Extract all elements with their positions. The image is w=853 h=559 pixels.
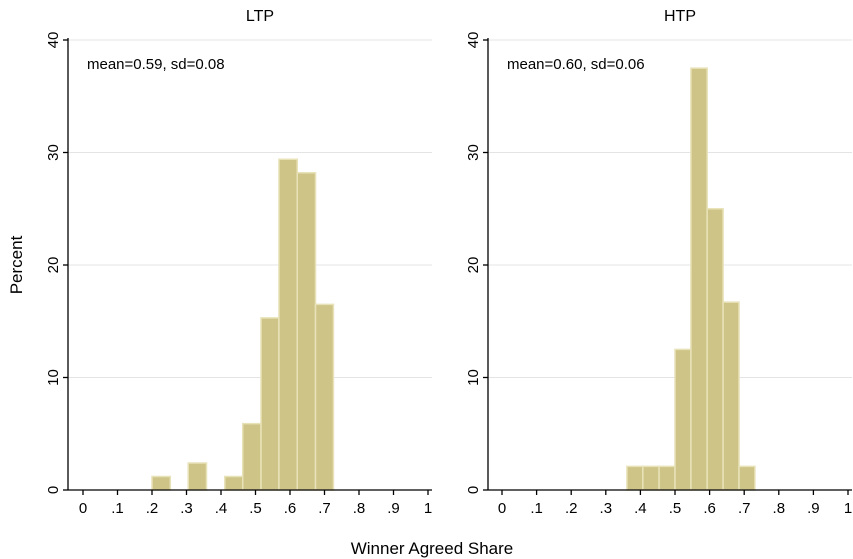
x-tick-label: .5: [249, 500, 262, 517]
y-tick-label: 0: [45, 486, 62, 494]
histogram-bar: [296, 172, 317, 491]
stats-annotation: mean=0.60, sd=0.06: [507, 56, 645, 73]
histogram-bar: [626, 465, 644, 491]
x-tick-label: .3: [600, 500, 613, 517]
x-tick-label: 0: [498, 500, 506, 517]
y-tick-label: 20: [45, 257, 62, 274]
x-tick-label: .4: [634, 500, 647, 517]
x-tick-label: .1: [530, 500, 543, 517]
x-tick-label: .6: [703, 500, 716, 517]
x-axis-title: Winner Agreed Share: [351, 539, 514, 558]
panel-ltp: 0 10 20 30 40 0 .1 .2 .3 .4 .5 .6 .7 .8 .9 1 LTP mean=0.5…: [45, 8, 432, 517]
x-tick-label: .3: [180, 500, 193, 517]
panel-title: LTP: [246, 8, 274, 25]
x-tick-label: .1: [111, 500, 124, 517]
x-tick-label: .6: [284, 500, 297, 517]
histogram-bar: [674, 348, 692, 491]
y-tick-label: 30: [465, 144, 482, 161]
histogram-bar: [224, 475, 244, 491]
y-tick-label: 30: [45, 144, 62, 161]
y-tick-label: 10: [45, 369, 62, 386]
x-tick-label: 0: [79, 500, 87, 517]
histogram-bar: [690, 67, 708, 491]
histogram-bar: [187, 462, 208, 491]
y-axis-title: Percent: [7, 235, 26, 294]
histogram-bar: [722, 301, 740, 491]
histogram-bar: [151, 475, 172, 491]
y-tick-label: 20: [465, 257, 482, 274]
x-tick-label: .2: [565, 500, 578, 517]
y-tick-label: 10: [465, 369, 482, 386]
histogram-bar: [642, 465, 660, 491]
histogram-bar: [706, 208, 724, 491]
histogram-bar: [260, 317, 280, 491]
x-tick-label: .8: [353, 500, 366, 517]
histogram-bar: [738, 465, 756, 491]
histogram-bar: [241, 422, 262, 491]
x-tick-label: .7: [738, 500, 751, 517]
x-tick-label: 1: [424, 500, 432, 517]
x-tick-label: .9: [387, 500, 400, 517]
y-tick-label: 0: [465, 486, 482, 494]
panel-htp: 0 10 20 30 40 0 .1 .2 .3 .4 .5 .6 .7 .8 .9 1 HTP mean=0.6…: [465, 8, 852, 517]
stats-annotation: mean=0.59, sd=0.08: [87, 56, 225, 73]
x-tick-label: .7: [318, 500, 331, 517]
panel-title: HTP: [664, 8, 696, 25]
y-tick-label: 40: [465, 32, 482, 49]
x-tick-label: 1: [844, 500, 852, 517]
y-tick-label: 40: [45, 32, 62, 49]
x-tick-label: .8: [773, 500, 786, 517]
x-tick-label: .2: [146, 500, 159, 517]
x-tick-label: .5: [669, 500, 682, 517]
x-tick-label: .4: [215, 500, 228, 517]
histogram-bar: [314, 303, 335, 491]
histogram-bar: [658, 465, 676, 491]
histogram-bar: [278, 158, 298, 491]
x-tick-label: .9: [807, 500, 820, 517]
